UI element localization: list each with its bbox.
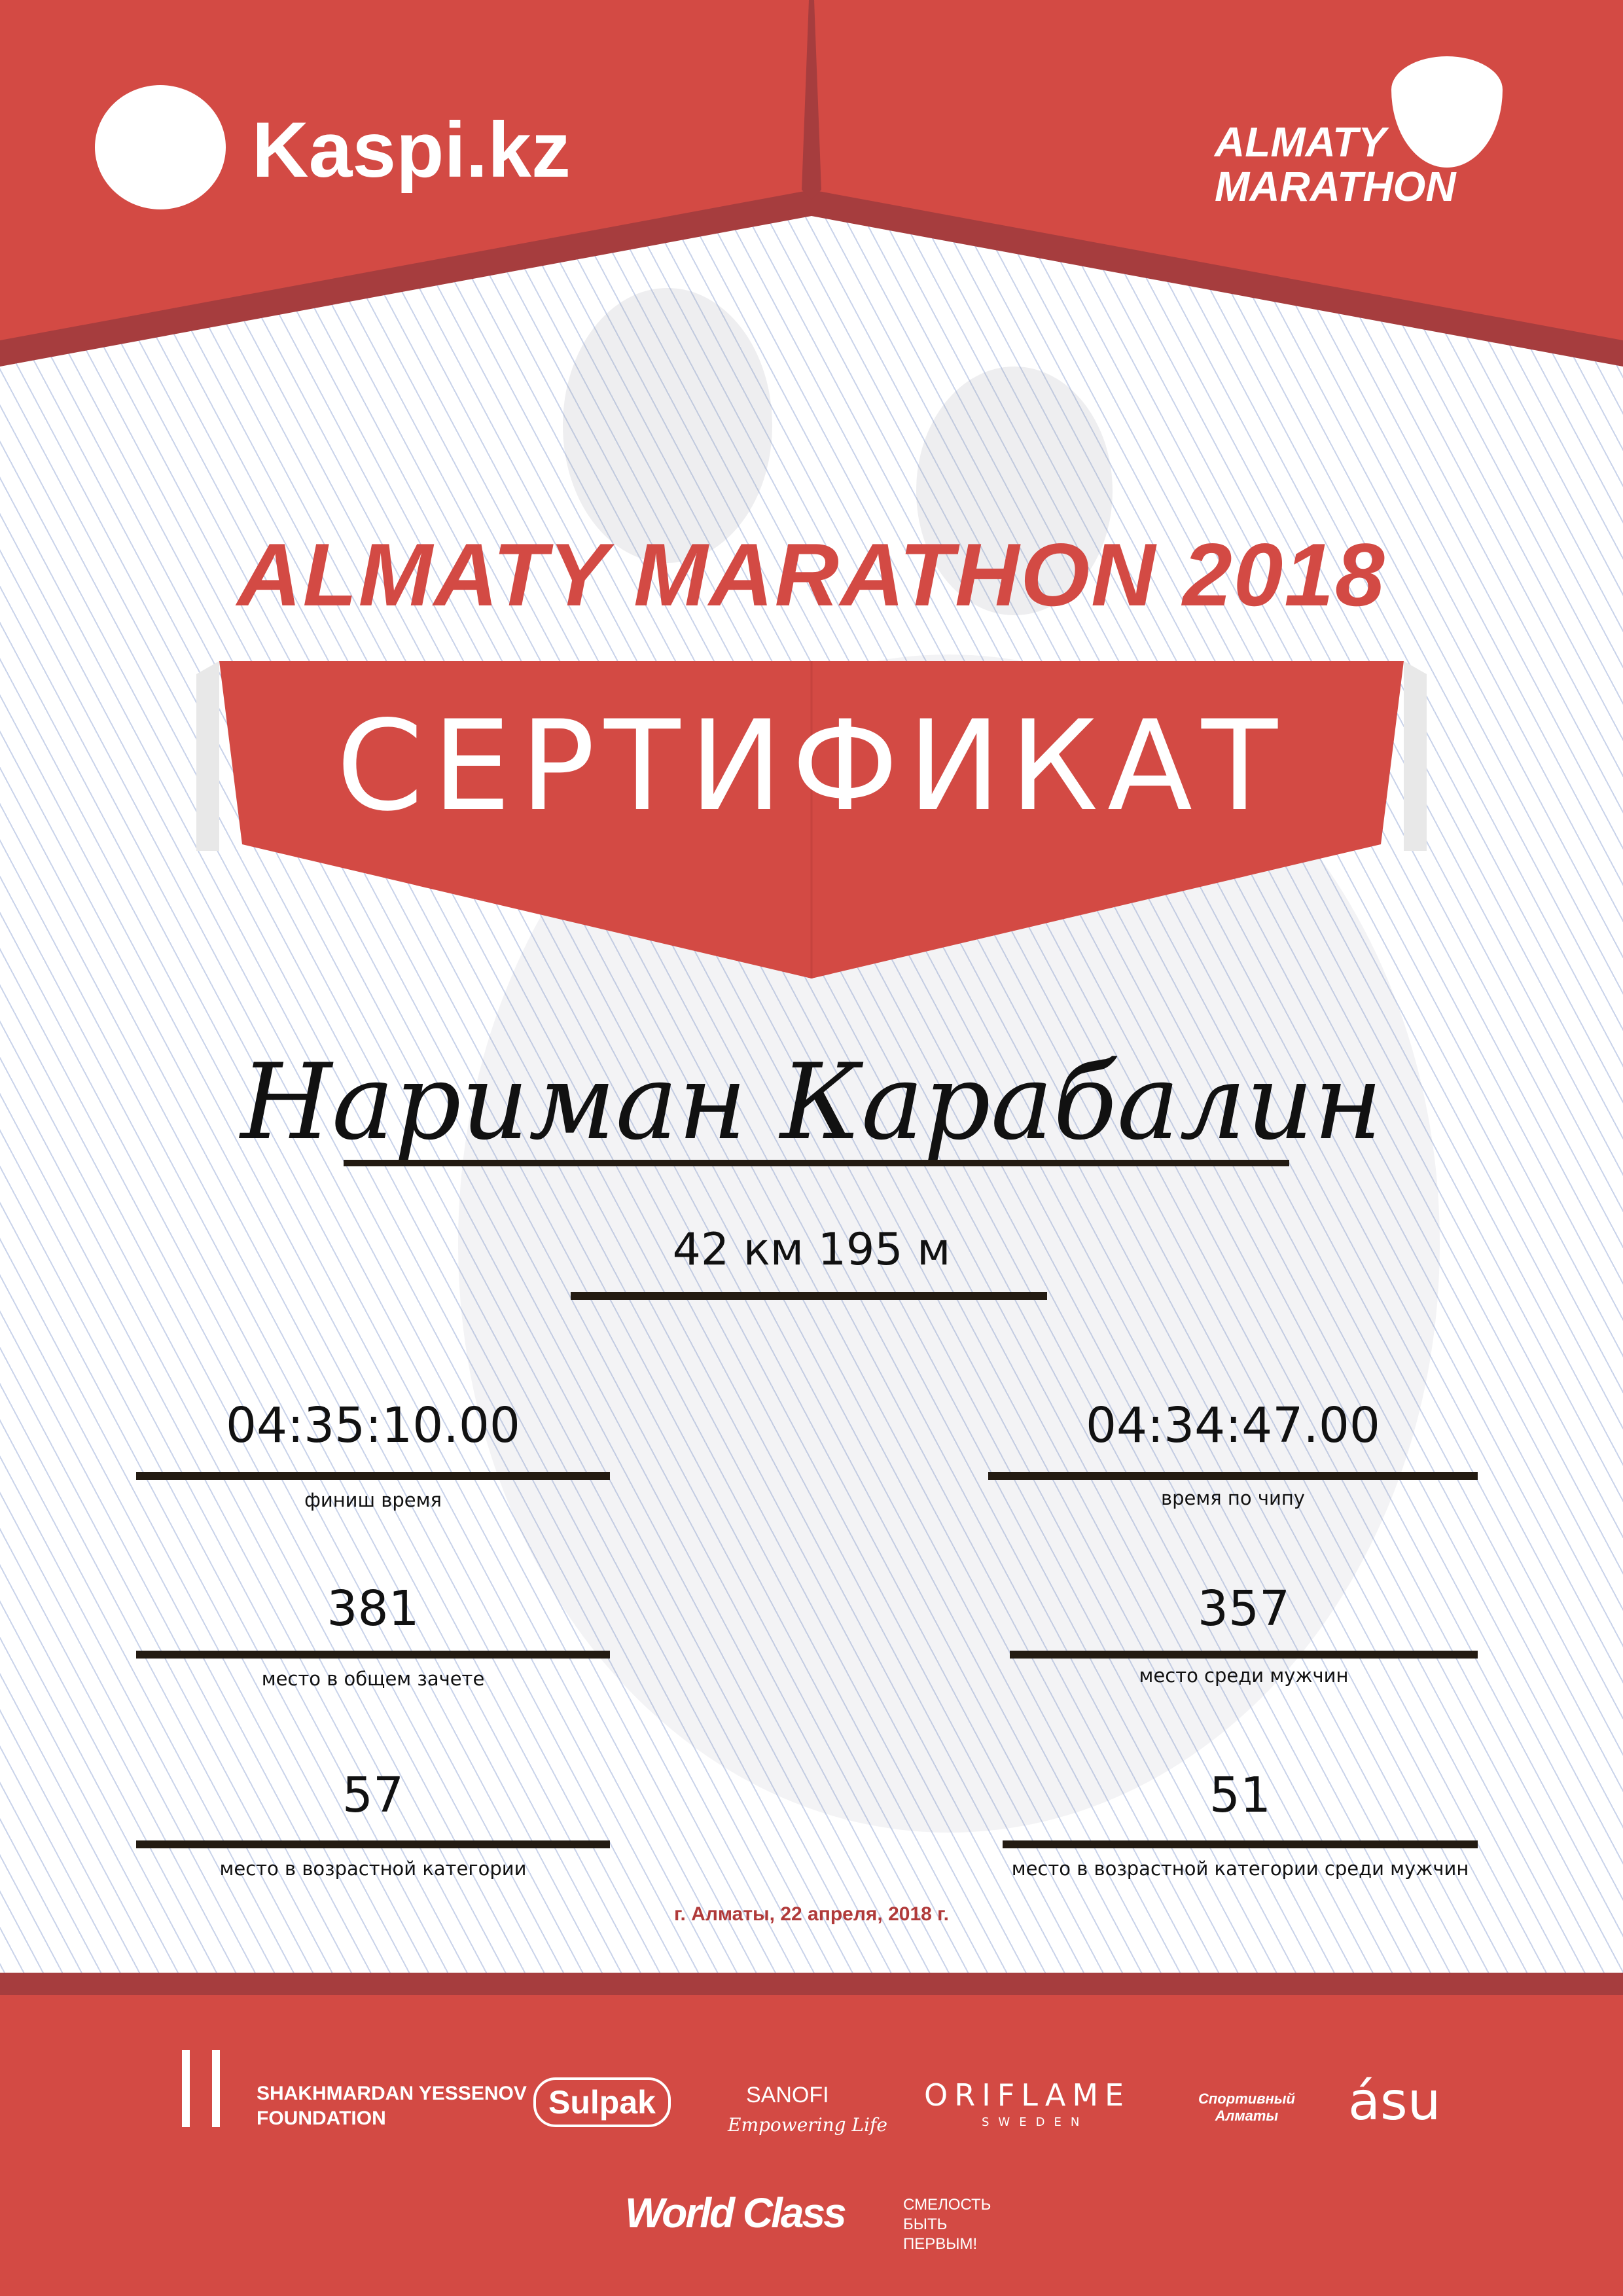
underline: [136, 1651, 610, 1659]
age-men-place-label: место в возрастной категории среди мужчи…: [1011, 1857, 1469, 1880]
age-place-value: 57: [342, 1767, 404, 1823]
almaty-marathon-logo: ALMATY MARATHON: [1215, 52, 1529, 216]
runner-photo-woman: [916, 367, 1113, 615]
men-place-label: место среди мужчин: [1139, 1664, 1349, 1687]
overall-place-label: место в общем зачете: [261, 1668, 485, 1690]
underline: [1010, 1651, 1478, 1659]
line-pattern-background: [0, 0, 1623, 1996]
men-place-value: 357: [1197, 1581, 1291, 1637]
oriflame-logo: ORIFLAME: [924, 2077, 1131, 2113]
underline: [136, 1840, 610, 1848]
distance-value: 42 км 195 м: [672, 1224, 951, 1276]
yessenov-logo: SHAKHMARDAN YESSENOV: [257, 2083, 527, 2104]
sulpak-logo: Sulpak: [533, 2077, 671, 2127]
underline: [988, 1472, 1478, 1480]
certificate-banner: [196, 661, 1427, 982]
header-chevron: [0, 0, 1623, 406]
chip-time-label: время по чипу: [1161, 1487, 1305, 1509]
overall-place-value: 381: [327, 1581, 419, 1637]
sanofi-logo: SANOFI: [746, 2083, 829, 2108]
yessenov-icon: [182, 2050, 220, 2127]
smelost-logo: СМЕЛОСТЬ БЫТЬ ПЕРВЫМ!: [903, 2196, 991, 2253]
worldclass-logo: World Class: [625, 2189, 847, 2236]
finish-time-label: финиш время: [304, 1489, 442, 1511]
kaspi-logo: Kaspi.kz: [95, 85, 571, 209]
runner-photo-man: [563, 288, 772, 563]
kaspi-icon: [95, 85, 226, 209]
name-underline: [344, 1160, 1289, 1166]
date-place: г. Алматы, 22 апреля, 2018 г.: [674, 1903, 949, 1925]
runner-icon: [1391, 56, 1503, 168]
finish-time-value: 04:35:10.00: [225, 1397, 521, 1454]
age-place-label: место в возрастной категории: [219, 1857, 527, 1880]
chip-time-value: 04:34:47.00: [1085, 1397, 1381, 1454]
event-title: ALMATY MARATHON 2018: [237, 525, 1386, 624]
underline: [136, 1472, 610, 1480]
underline: [1003, 1840, 1478, 1848]
asu-logo: ásu: [1348, 2071, 1441, 2132]
participant-name: Нариман Карабалин: [240, 1041, 1383, 1163]
footer-band: [0, 1973, 1623, 1995]
age-men-place-value: 51: [1209, 1767, 1272, 1823]
sport-almaty-logo: Спортивный Алматы: [1198, 2090, 1295, 2124]
certificate-heading: СЕРТИФИКАТ: [336, 694, 1287, 838]
footer: SHAKHMARDAN YESSENOV FOUNDATION Sulpak S…: [0, 1973, 1623, 2296]
distance-underline: [571, 1292, 1047, 1300]
